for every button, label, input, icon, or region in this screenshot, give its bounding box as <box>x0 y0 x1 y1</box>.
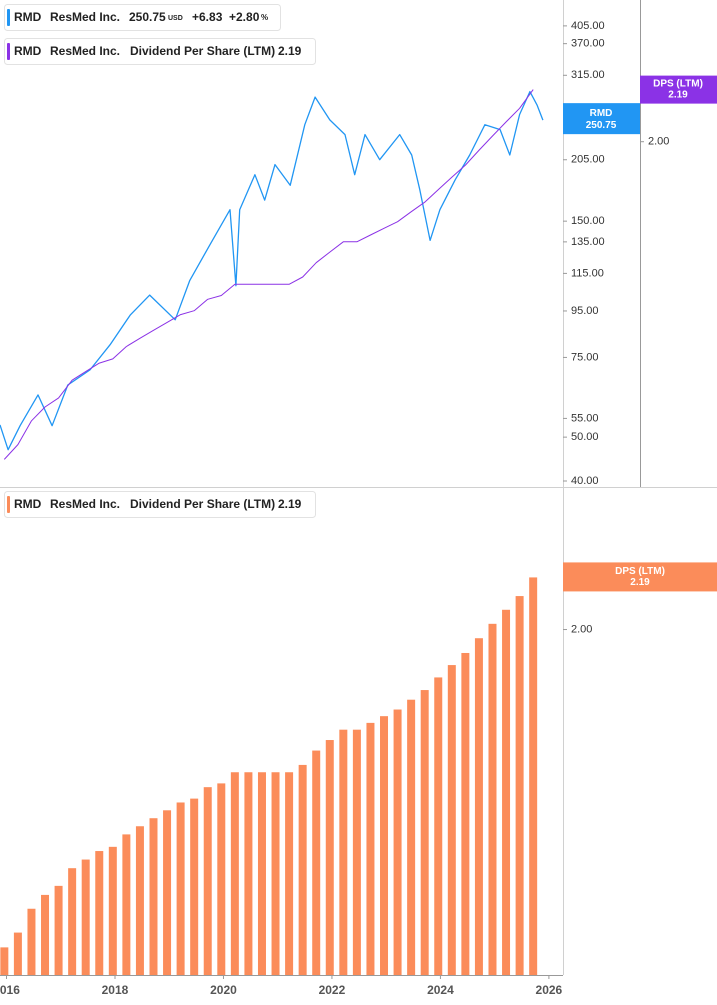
bar <box>13 932 22 975</box>
bar <box>244 772 253 975</box>
y-tick-label: 315.00 <box>571 69 605 81</box>
bar <box>380 716 389 975</box>
bar <box>488 623 497 975</box>
legend-last: 2.19 <box>278 44 302 58</box>
y-tick-label: 50.00 <box>571 431 599 443</box>
bar <box>529 577 538 975</box>
bar <box>447 665 456 975</box>
y-tick-label: 115.00 <box>571 267 604 279</box>
legend-company: ResMed Inc. <box>50 10 120 24</box>
bar <box>312 750 321 975</box>
badge-value: 2.19 <box>668 89 688 100</box>
legend-marker <box>7 43 10 60</box>
bar <box>366 722 375 975</box>
legend-marker <box>7 496 10 513</box>
legend-box <box>4 38 316 65</box>
x-tick-label: 2020 <box>210 983 237 997</box>
price-badge <box>563 103 640 135</box>
bar <box>27 908 36 975</box>
bar <box>95 851 104 975</box>
x-tick-label: 2018 <box>102 983 129 997</box>
y2-tick-label: 2.00 <box>648 136 669 148</box>
bar <box>420 690 429 975</box>
bar <box>135 826 144 975</box>
legend-series-name: Dividend Per Share (LTM) <box>130 497 275 511</box>
y-tick-label: 405.00 <box>571 20 605 32</box>
y-tick-label: 205.00 <box>571 154 605 166</box>
bar <box>461 652 470 975</box>
bar <box>0 947 9 975</box>
badge-label: RMD <box>590 108 613 119</box>
y-tick-label: 40.00 <box>571 475 599 487</box>
legend-price: 250.75 <box>129 10 166 24</box>
bar <box>285 772 294 975</box>
y-tick-label: 370.00 <box>571 38 605 50</box>
bar <box>217 783 226 975</box>
legend-box <box>4 4 281 31</box>
legend-change-pct: +2.80 <box>229 10 260 24</box>
bar <box>434 677 443 975</box>
legend-marker <box>7 9 10 26</box>
bar <box>502 609 511 975</box>
dps-badge <box>563 562 717 592</box>
y-tick-label: 75.00 <box>571 351 599 363</box>
x-tick-label: 2016 <box>0 983 20 997</box>
bar <box>68 868 77 975</box>
legend-company: ResMed Inc. <box>50 497 120 511</box>
legend-symbol: RMD <box>14 44 42 58</box>
legend-series-name: Dividend Per Share (LTM) <box>130 44 275 58</box>
y-tick-label: 95.00 <box>571 305 599 317</box>
badge-label: DPS (LTM) <box>653 78 703 89</box>
legend-change: +6.83 <box>192 10 223 24</box>
y-tick-label: 2.00 <box>571 623 592 635</box>
legend-symbol: RMD <box>14 497 42 511</box>
legend-symbol: RMD <box>14 10 42 24</box>
bar <box>325 740 334 975</box>
bar <box>41 894 50 975</box>
bar <box>230 772 239 975</box>
bar <box>122 834 131 975</box>
bar <box>203 787 212 975</box>
bar <box>149 818 158 975</box>
badge-label: DPS (LTM) <box>615 566 665 577</box>
bar <box>474 638 483 975</box>
series-line <box>0 90 544 451</box>
series-line <box>3 89 534 460</box>
x-tick-label: 2026 <box>536 983 563 997</box>
bar <box>54 885 63 975</box>
bar <box>298 764 307 975</box>
legend-last: 2.19 <box>278 497 302 511</box>
bar <box>176 802 185 975</box>
y-tick-label: 150.00 <box>571 215 605 227</box>
legend-box <box>4 491 316 518</box>
bar <box>190 798 199 975</box>
bar <box>108 846 117 975</box>
bar <box>339 729 348 975</box>
x-tick-label: 2024 <box>427 983 454 997</box>
bar <box>515 596 524 975</box>
bar <box>257 772 266 975</box>
bar <box>163 810 172 975</box>
legend-pct-sign: % <box>261 13 268 22</box>
bar <box>81 859 90 975</box>
bar <box>407 699 416 975</box>
bar <box>393 709 402 975</box>
legend-currency: USD <box>168 15 183 22</box>
x-tick-label: 2022 <box>319 983 346 997</box>
y-tick-label: 135.00 <box>571 236 605 248</box>
dps-badge <box>640 75 717 104</box>
legend-company: ResMed Inc. <box>50 44 120 58</box>
bar <box>271 772 280 975</box>
badge-value: 250.75 <box>586 120 617 131</box>
badge-value: 2.19 <box>630 577 650 588</box>
y-tick-label: 55.00 <box>571 412 599 424</box>
bar <box>352 729 361 975</box>
